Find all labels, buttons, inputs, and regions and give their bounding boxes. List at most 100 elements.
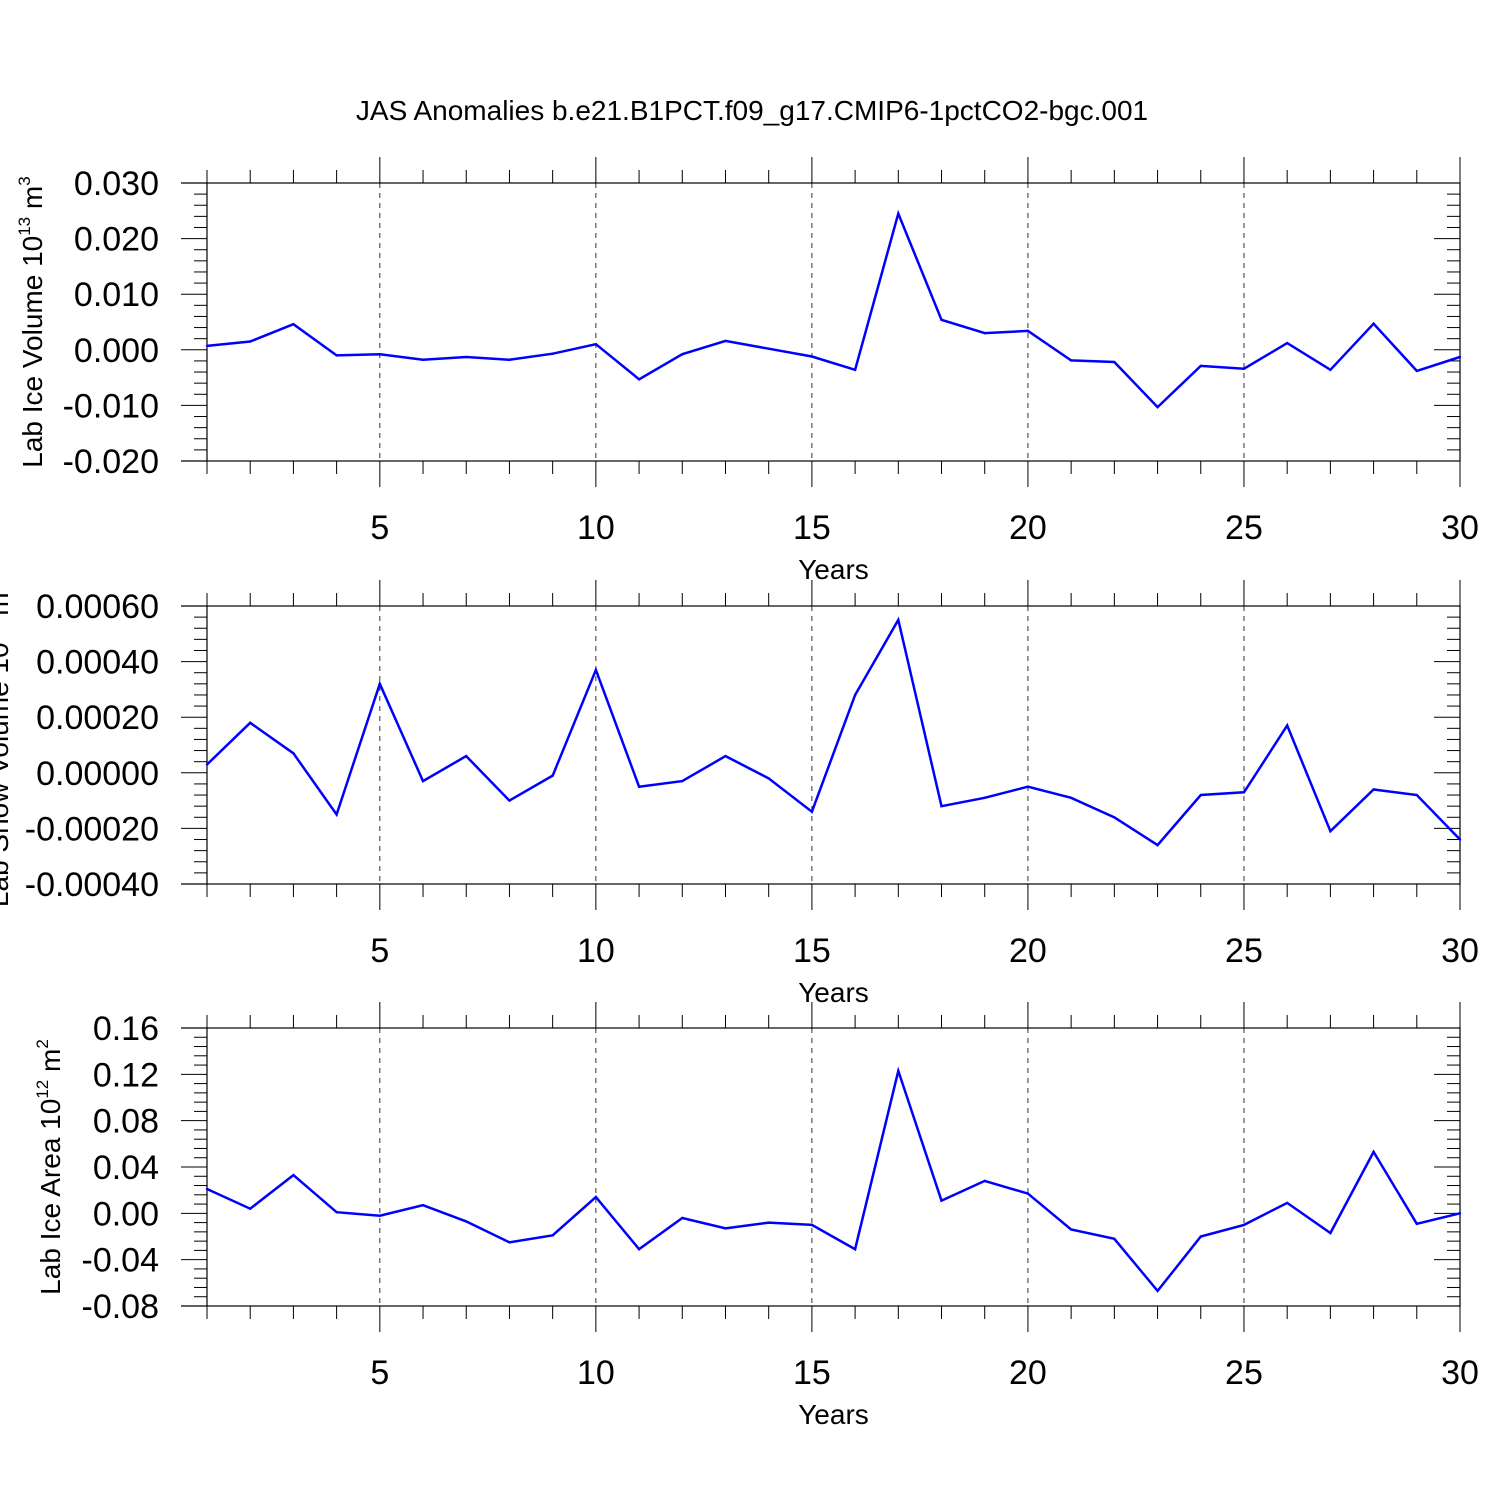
x-axis-label: Years [798, 1399, 869, 1430]
y-tick-label: 0.00020 [36, 699, 159, 737]
data-point [1156, 843, 1159, 847]
x-tick-label: 10 [577, 932, 615, 970]
plot-frame [206, 182, 1461, 462]
plot-frame [206, 605, 1461, 885]
y-tick-label: 0.00000 [36, 755, 159, 793]
data-point [1242, 1223, 1246, 1227]
data-point [594, 1195, 598, 1199]
data-point [421, 1204, 425, 1207]
data-point [767, 347, 770, 350]
data-point [724, 1227, 727, 1230]
x-tick-label: 5 [370, 1354, 389, 1392]
data-point [378, 1214, 382, 1217]
data-point [1156, 405, 1159, 409]
data-point [897, 212, 900, 215]
data-point [810, 355, 814, 358]
data-point [1372, 1150, 1375, 1154]
y-tick-label: 0.00 [93, 1195, 159, 1233]
x-tick-label: 15 [793, 509, 831, 547]
figure-title: JAS Anomalies b.e21.B1PCT.f09_g17.CMIP6-… [356, 95, 1148, 126]
x-tick-label: 5 [370, 509, 389, 547]
data-point [1329, 1231, 1332, 1235]
data-point [551, 352, 554, 355]
data-point [378, 682, 382, 686]
y-axis-label: Lab Snow Volume 1013 m3 [0, 583, 14, 907]
data-point [1242, 791, 1246, 794]
data-point [1242, 367, 1246, 370]
data-point [1372, 322, 1375, 325]
data-point [1415, 369, 1418, 373]
data-point [1026, 1192, 1030, 1195]
data-point [335, 354, 338, 357]
data-point [940, 318, 943, 321]
series-line [206, 616, 1461, 847]
data-point [594, 343, 598, 346]
data-point [292, 1173, 295, 1177]
data-point [681, 779, 684, 783]
y-tick-label: 0.08 [93, 1103, 159, 1141]
data-point [1285, 341, 1289, 345]
x-tick-label: 15 [793, 932, 831, 970]
plot-frame [206, 1027, 1461, 1307]
data-point [1113, 1237, 1116, 1241]
data-point [637, 378, 641, 381]
y-tick-label: 0.12 [93, 1056, 159, 1094]
y-tick-label: 0.010 [74, 276, 159, 314]
data-point [508, 358, 511, 362]
series-line [206, 209, 1461, 409]
x-tick-label: 15 [793, 1354, 831, 1392]
data-point [1329, 368, 1332, 372]
data-point [551, 774, 554, 777]
y-tick-label: 0.000 [74, 332, 159, 370]
data-point [594, 668, 598, 672]
data-point [1199, 364, 1202, 368]
data-point [983, 331, 986, 335]
data-point [1415, 1222, 1418, 1225]
y-tick-label: -0.020 [63, 443, 159, 481]
data-point [853, 693, 857, 697]
data-point [897, 1069, 900, 1073]
data-point [767, 777, 770, 780]
y-tick-label: 0.16 [93, 1010, 159, 1048]
data-point [378, 353, 382, 356]
data-point [508, 799, 511, 802]
data-point [551, 1234, 554, 1237]
panel-3: -0.08 -0.04 0.00 0.04 0.08 0.12 0.16 5 10 15 20 25 3… [33, 1002, 1479, 1430]
x-tick-label: 30 [1441, 932, 1479, 970]
data-point [205, 344, 209, 348]
data-point [681, 353, 684, 356]
y-tick-label: -0.00020 [25, 810, 159, 848]
data-point [1285, 724, 1289, 727]
data-point [853, 1248, 857, 1251]
data-point [1069, 1228, 1073, 1231]
y-axis-label: Lab Ice Volume 1013 m3 [15, 176, 48, 467]
y-tick-label: 0.04 [93, 1149, 159, 1187]
data-point [1199, 1235, 1202, 1238]
data-point [1069, 359, 1073, 362]
data-point [1069, 796, 1073, 800]
data-point [249, 1207, 252, 1210]
data-point [292, 323, 295, 326]
data-point [983, 796, 986, 800]
panel-2: -0.00040 -0.00020 0.00000 0.00020 0.00040 0.0… [0, 580, 1479, 1008]
x-axis-label: Years [798, 977, 869, 1008]
data-point [1372, 788, 1375, 791]
data-point [421, 358, 425, 362]
data-point [724, 754, 727, 758]
y-tick-label: -0.04 [82, 1242, 160, 1280]
y-tick-label: 0.00060 [36, 588, 159, 626]
data-point [1026, 329, 1030, 333]
y-tick-label: -0.08 [82, 1288, 160, 1326]
x-tick-label: 20 [1009, 932, 1047, 970]
y-tick-label: -0.00040 [25, 866, 159, 904]
data-point [1026, 785, 1030, 788]
data-point [335, 1210, 338, 1214]
x-tick-label: 30 [1441, 509, 1479, 547]
x-tick-label: 25 [1225, 932, 1263, 970]
data-point [1458, 1212, 1462, 1215]
data-point [335, 813, 338, 816]
data-point [1113, 816, 1116, 819]
x-tick-label: 5 [370, 932, 389, 970]
data-point [724, 339, 727, 343]
